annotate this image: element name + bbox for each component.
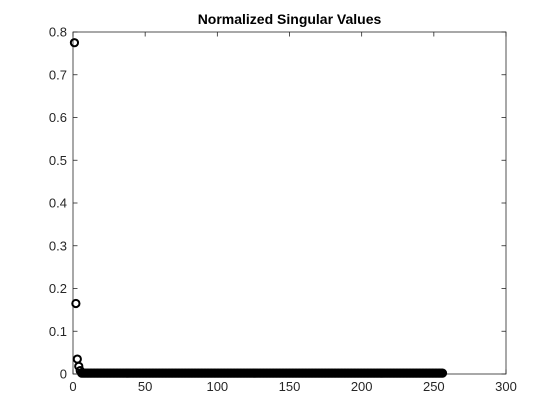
y-tick-label: 0.5: [49, 153, 67, 168]
data-point: [72, 354, 82, 364]
x-tick-label: 250: [423, 379, 445, 394]
plot-area-border: [72, 31, 507, 375]
x-tick-label: 300: [495, 379, 517, 394]
x-tick-label: 0: [69, 379, 76, 394]
y-axis: 0 0.1 0.2 0.3 0.4 0.5 0.6 0.7 0.8: [49, 25, 506, 382]
y-tick-label: 0.6: [49, 110, 67, 125]
y-tick-label: 0.1: [49, 324, 67, 339]
data-point: [437, 368, 448, 378]
data-point: [71, 298, 81, 309]
x-tick-label: 100: [206, 379, 228, 394]
y-tick-label: 0.2: [49, 281, 67, 296]
chart-title: Normalized Singular Values: [198, 11, 382, 27]
y-tick-label: 0.7: [49, 67, 67, 82]
y-tick-label: 0.4: [49, 196, 67, 211]
x-tick-label: 150: [279, 379, 301, 394]
data-points: [69, 38, 448, 378]
axes-frame: [72, 31, 507, 375]
x-tick-label: 200: [351, 379, 373, 394]
data-point: [69, 38, 80, 48]
y-tick-label: 0: [60, 367, 67, 382]
y-tick-label: 0.8: [49, 25, 67, 40]
x-tick-label: 50: [138, 379, 152, 394]
x-axis: 0 50 100 150 200 250 300: [69, 32, 517, 394]
y-tick-label: 0.3: [49, 238, 67, 253]
